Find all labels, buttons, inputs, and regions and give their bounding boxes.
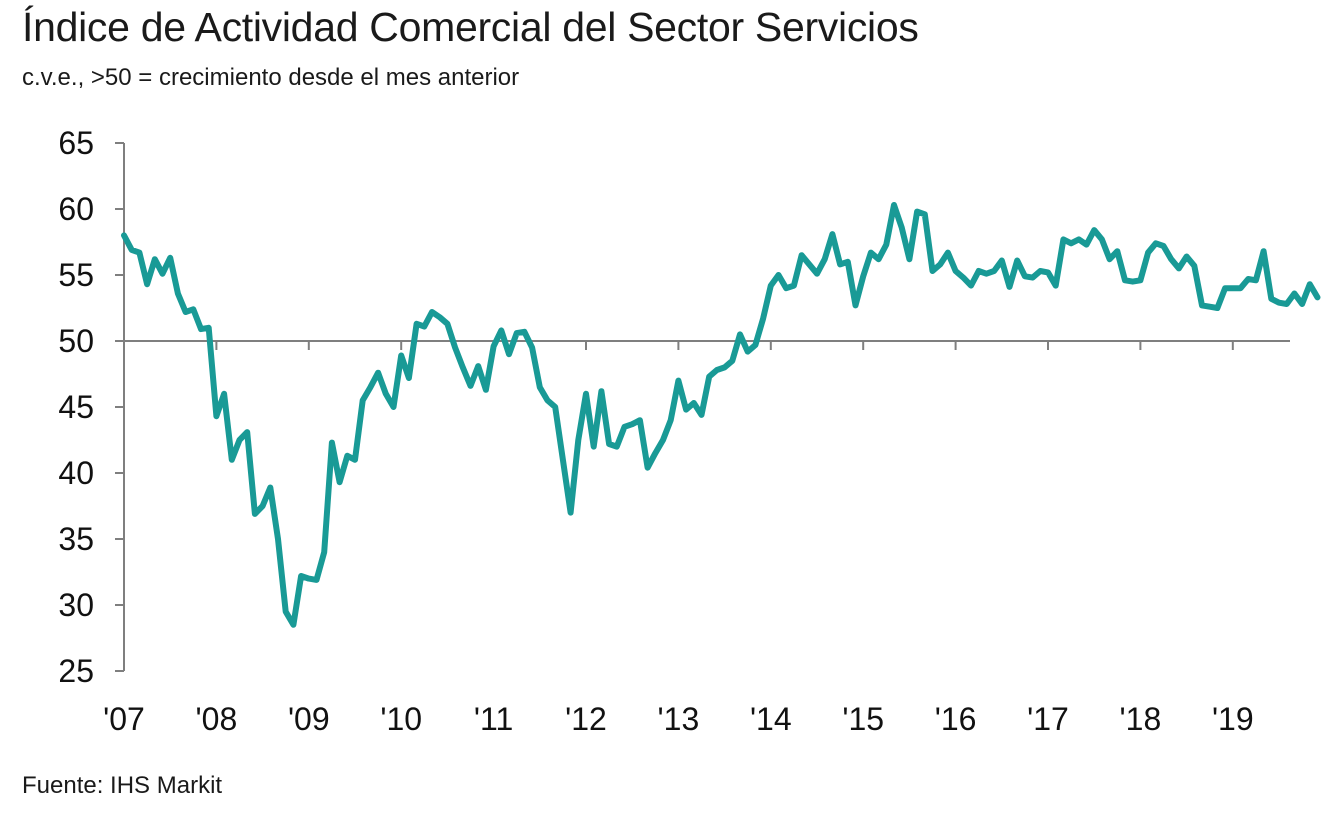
x-tick-label: '12: [565, 701, 607, 737]
y-tick-label: 60: [58, 191, 94, 227]
x-tick-label: '08: [196, 701, 238, 737]
chart-subtitle: c.v.e., >50 = crecimiento desde el mes a…: [22, 64, 520, 91]
y-tick-label: 40: [58, 455, 94, 491]
x-tick-label: '16: [935, 701, 977, 737]
chart-title: Índice de Actividad Comercial del Sector…: [22, 4, 919, 50]
y-tick-label: 55: [58, 257, 94, 293]
y-tick-label: 30: [58, 587, 94, 623]
x-tick-label: '09: [288, 701, 330, 737]
x-tick-label: '19: [1212, 701, 1254, 737]
x-tick-label: '13: [658, 701, 700, 737]
x-tick-label: '18: [1120, 701, 1162, 737]
source-note: Fuente: IHS Markit: [22, 772, 223, 799]
x-tick-label: '14: [750, 701, 792, 737]
series-line-0: [121, 202, 1321, 628]
y-tick-label: 35: [58, 521, 94, 557]
x-axis: '07 '08 '09 '10 '11 '12 '13 '14 '15 '16 '17 '18 '19: [103, 340, 1290, 737]
series-group: [121, 202, 1321, 628]
y-tick-label: 45: [58, 389, 94, 425]
y-tick-label: 50: [58, 323, 94, 359]
y-axis: 25 30 35 40 45 50 55 60 65: [58, 125, 125, 689]
y-tick-label: 65: [58, 125, 94, 161]
x-tick-label: '17: [1027, 701, 1069, 737]
x-tick-label: '10: [380, 701, 422, 737]
x-tick-label: '07: [103, 701, 145, 737]
x-tick-label: '15: [842, 701, 884, 737]
x-tick-label: '11: [474, 701, 513, 737]
y-tick-label: 25: [58, 653, 94, 689]
